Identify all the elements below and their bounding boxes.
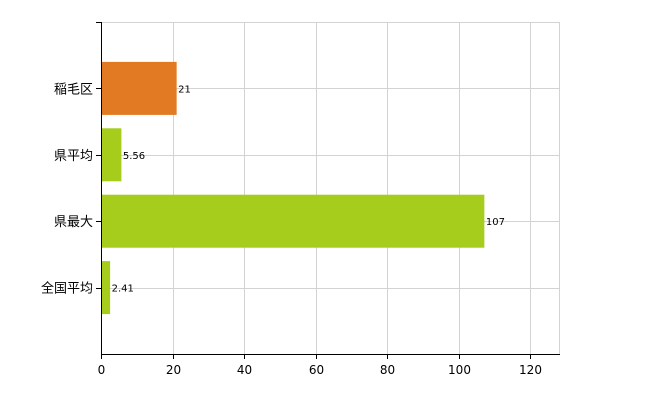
category-label: 全国平均	[41, 281, 93, 297]
x-tick-label: 80	[380, 363, 395, 377]
data-label: 21	[178, 84, 191, 95]
category-label: 稲毛区	[54, 82, 93, 97]
x-tick-label: 20	[166, 363, 181, 377]
x-tick-label: 120	[519, 363, 542, 377]
axes-layer	[96, 22, 560, 359]
data-label: 2.41	[112, 284, 134, 295]
bar	[101, 61, 177, 115]
data-label: 5.56	[123, 151, 145, 162]
labels-layer: 稲毛区 21 県平均 5.56 県最大 107 全国平均 2.41 0 20 40 60 80 100 12…	[41, 82, 542, 377]
category-label: 県平均	[54, 149, 93, 164]
x-tick-label: 40	[237, 363, 252, 377]
bars-layer	[101, 61, 485, 315]
bar	[101, 261, 111, 315]
bar	[101, 128, 122, 182]
category-label: 県最大	[54, 215, 93, 230]
bar	[101, 194, 485, 248]
x-tick-label: 0	[98, 363, 106, 377]
data-label: 107	[486, 217, 505, 228]
x-tick-label: 100	[448, 363, 471, 377]
x-tick-label: 60	[309, 363, 324, 377]
